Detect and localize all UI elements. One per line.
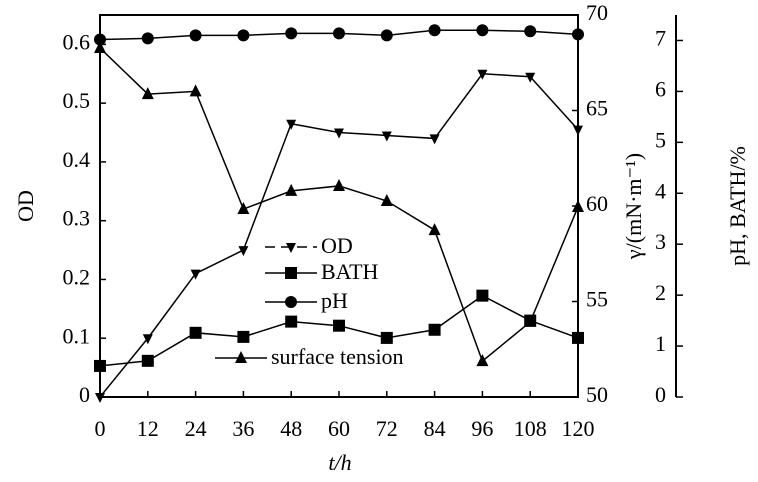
marker: [285, 27, 298, 40]
x-tick-label: 48: [280, 416, 302, 441]
marker: [573, 125, 583, 136]
marker: [476, 289, 489, 302]
marker: [524, 25, 537, 38]
y2-tick-label: 65: [586, 96, 608, 121]
marker: [94, 33, 106, 46]
marker: [381, 131, 392, 142]
marker: [333, 27, 345, 40]
marker: [476, 24, 489, 37]
marker: [380, 194, 393, 207]
x-tick-label: 0: [95, 416, 106, 441]
marker: [237, 29, 250, 42]
marker: [380, 29, 393, 42]
x-tick-label: 12: [137, 416, 159, 441]
legend-marker: [285, 296, 297, 308]
marker: [285, 315, 298, 328]
x-tick-label: 120: [562, 416, 595, 441]
y-tick-label: 0.3: [63, 206, 91, 231]
legend-marker: [286, 243, 296, 253]
marker: [429, 134, 440, 145]
x-tick-label: 72: [376, 416, 398, 441]
marker: [572, 331, 584, 344]
marker: [572, 199, 584, 212]
x-tick-label: 96: [471, 416, 493, 441]
y-tick-label: 0.1: [63, 323, 91, 348]
y3-tick-label: 1: [655, 331, 666, 356]
marker: [428, 223, 441, 236]
marker: [333, 319, 345, 332]
legend-label: BATH: [321, 259, 379, 284]
marker: [476, 354, 489, 367]
x-tick-label: 108: [514, 416, 547, 441]
y3-tick-label: 5: [655, 127, 666, 152]
marker: [94, 41, 106, 54]
marker: [190, 269, 201, 280]
marker: [380, 331, 393, 344]
marker: [572, 28, 584, 41]
y2-tick-label: 60: [586, 191, 608, 216]
marker: [142, 334, 153, 345]
marker: [334, 128, 344, 139]
legend-label: pH: [321, 288, 348, 313]
marker: [95, 393, 105, 403]
x-tick-label: 84: [424, 416, 446, 441]
marker: [189, 84, 202, 97]
marker: [525, 72, 536, 83]
y3-tick-label: 0: [655, 382, 666, 407]
marker: [141, 32, 154, 45]
y-tick-label: 0.2: [63, 265, 91, 290]
y-tick-label: 0.5: [63, 88, 91, 113]
marker: [94, 359, 106, 372]
series-line: [99, 47, 579, 363]
y3-tick-label: 4: [655, 178, 666, 203]
y-tick-label: 0.6: [63, 29, 91, 54]
y-tick-label: 0: [79, 382, 90, 407]
marker: [141, 354, 154, 367]
marker: [189, 326, 202, 339]
marker: [237, 202, 250, 215]
marker: [428, 24, 441, 37]
y-axis-label: OD: [13, 190, 38, 222]
x-tick-label: 24: [185, 416, 207, 441]
marker: [141, 87, 154, 100]
y-tick-label: 0.4: [63, 147, 91, 172]
marker: [285, 183, 298, 196]
marker: [428, 323, 441, 336]
marker: [237, 330, 250, 343]
legend-marker: [285, 267, 297, 279]
y3-tick-label: 7: [655, 26, 666, 51]
y3-tick-label: 3: [655, 229, 666, 254]
marker: [333, 178, 345, 191]
x-tick-label: 36: [232, 416, 254, 441]
marker: [286, 119, 297, 130]
y2-tick-label: 50: [586, 382, 608, 407]
y2-axis-label: γ/(mN·m⁻¹): [621, 153, 646, 260]
x-axis-label: t/h: [328, 450, 351, 475]
x-tick-label: 60: [328, 416, 350, 441]
plot-frame: [99, 14, 579, 398]
marker: [524, 314, 537, 327]
y2-tick-label: 55: [586, 287, 608, 312]
y3-tick-label: 2: [655, 280, 666, 305]
marker: [189, 29, 202, 42]
y3-tick-label: 6: [655, 76, 666, 101]
legend-label: surface tension: [271, 344, 404, 369]
legend-marker: [235, 351, 247, 363]
legend-label: OD: [321, 233, 353, 258]
marker: [477, 69, 488, 80]
y3-axis-label: pH, BATH/%: [725, 146, 750, 266]
y2-tick-label: 70: [586, 0, 608, 25]
marker: [238, 246, 249, 257]
